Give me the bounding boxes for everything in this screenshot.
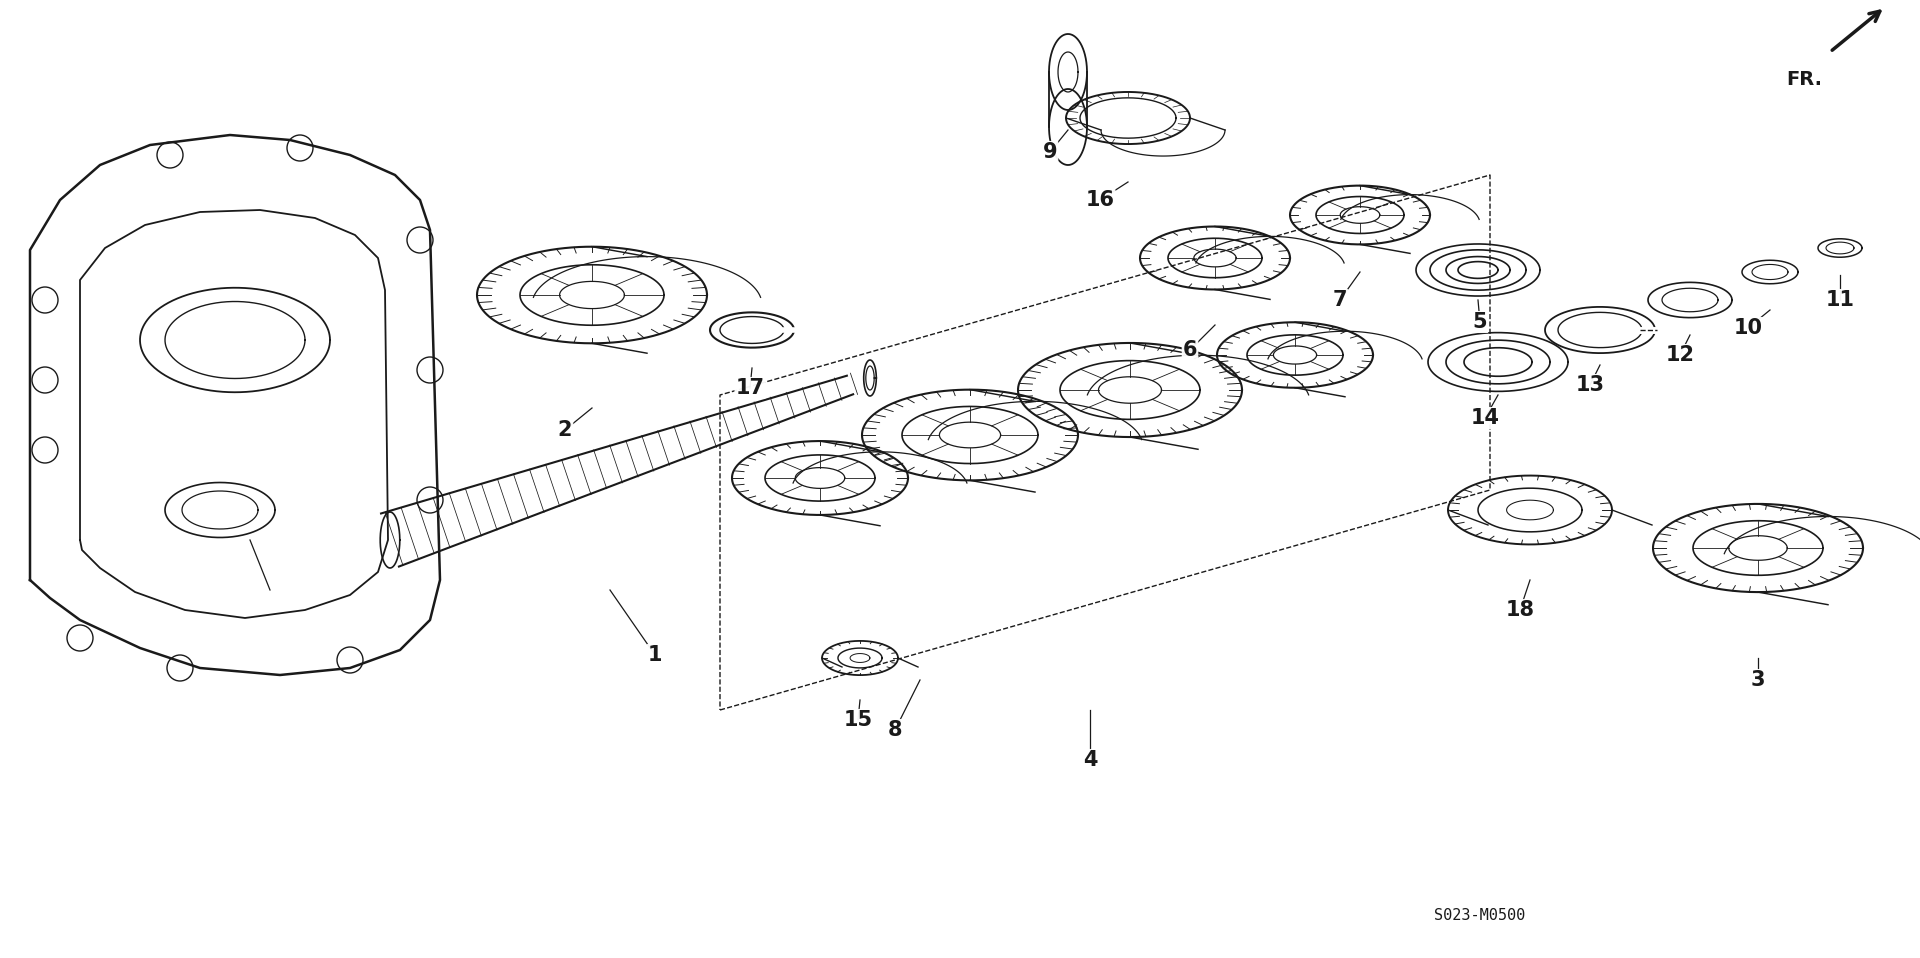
Text: 6: 6 [1183,340,1198,360]
Text: 9: 9 [1043,142,1058,162]
Text: 17: 17 [735,378,764,398]
Text: 8: 8 [887,720,902,740]
Text: 11: 11 [1826,290,1855,310]
Text: 16: 16 [1085,190,1114,210]
Text: 3: 3 [1751,670,1764,690]
Text: FR.: FR. [1786,70,1822,89]
Text: 1: 1 [647,645,662,665]
Text: 10: 10 [1734,318,1763,338]
Text: S023-M0500: S023-M0500 [1434,908,1526,923]
Text: 5: 5 [1473,312,1488,332]
Text: 13: 13 [1576,375,1605,395]
Text: 4: 4 [1083,750,1096,770]
Text: 15: 15 [843,710,872,730]
Text: 12: 12 [1665,345,1695,365]
Text: 14: 14 [1471,408,1500,428]
Text: 7: 7 [1332,290,1348,310]
Text: 2: 2 [557,420,572,440]
Text: 18: 18 [1505,600,1534,620]
